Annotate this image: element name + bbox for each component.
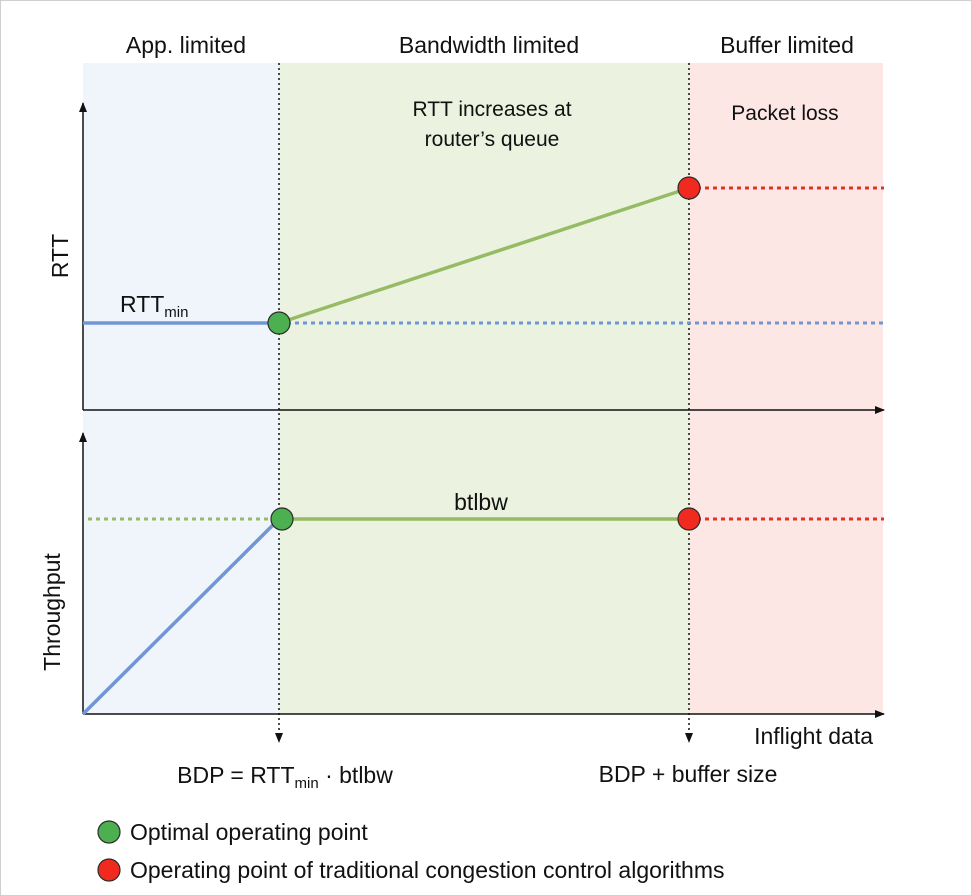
bdp-marker-subscript: min <box>295 775 319 792</box>
legend-traditional-marker <box>97 858 121 882</box>
rtt-optimal-point <box>267 311 291 335</box>
throughput-traditional-point <box>677 507 701 531</box>
bdp-buffer-marker-label: BDP + buffer size <box>599 761 778 787</box>
bandwidth-limited-region <box>279 63 689 714</box>
bdp-marker-label: BDP = RTTmin · btlbw <box>177 762 393 792</box>
rtt-green-increase-line <box>278 186 690 325</box>
region-title-bandwidth-limited: Bandwidth limited <box>399 32 579 58</box>
rtt-min-label-subscript: min <box>164 304 188 321</box>
bdp-marker-prefix: BDP = RTT <box>177 762 294 788</box>
legend: Optimal operating point Operating point … <box>97 819 725 883</box>
legend-traditional-label: Operating point of traditional congestio… <box>130 857 725 883</box>
packet-loss-annotation: Packet loss <box>731 102 838 125</box>
buffer-limited-region <box>689 63 883 714</box>
rtt-min-label-base: RTT <box>120 291 164 317</box>
rtt-increase-annotation-line2: router’s queue <box>425 128 560 151</box>
btlbw-label: btlbw <box>454 489 508 515</box>
throughput-blue-rising-line <box>81 517 281 716</box>
app-limited-region <box>83 63 279 714</box>
rtt-axis-label: RTT <box>47 234 73 278</box>
rtt-traditional-point <box>677 176 701 200</box>
legend-optimal-marker <box>97 820 121 844</box>
bdp-marker-suffix: · btlbw <box>319 762 394 788</box>
throughput-axis-label: Throughput <box>39 553 65 671</box>
inflight-data-label: Inflight data <box>754 723 873 749</box>
region-title-app-limited: App. limited <box>126 32 246 58</box>
legend-optimal-label: Optimal operating point <box>130 819 368 845</box>
rtt-min-label: RTTmin <box>120 291 188 321</box>
throughput-optimal-point <box>270 507 294 531</box>
rtt-increase-annotation-line1: RTT increases at <box>412 98 571 121</box>
region-title-buffer-limited: Buffer limited <box>720 32 854 58</box>
